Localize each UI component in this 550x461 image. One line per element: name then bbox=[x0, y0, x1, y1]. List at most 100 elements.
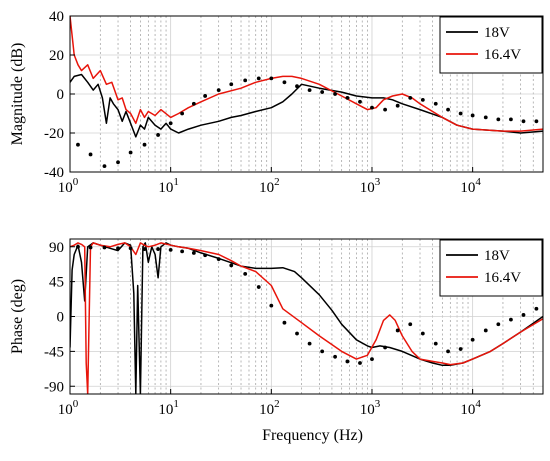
y-axis-label: Phase (deg) bbox=[9, 279, 26, 354]
data-point bbox=[534, 119, 539, 124]
x-tick-label: 103 bbox=[360, 398, 381, 418]
data-point bbox=[243, 78, 248, 83]
data-point bbox=[534, 306, 539, 311]
data-point bbox=[191, 101, 196, 106]
x-tick-label: 100 bbox=[58, 176, 79, 196]
data-point bbox=[168, 121, 173, 126]
plot-area bbox=[70, 242, 543, 394]
data-point bbox=[470, 113, 475, 118]
data-point bbox=[333, 92, 337, 96]
legend-label: 18V bbox=[484, 248, 510, 264]
y-tick-label: -40 bbox=[44, 165, 64, 181]
data-point bbox=[156, 133, 160, 137]
data-point bbox=[191, 251, 196, 255]
data-point bbox=[509, 317, 513, 322]
data-point bbox=[203, 253, 208, 258]
series-line-16.4V bbox=[70, 242, 543, 394]
data-point bbox=[446, 107, 450, 112]
data-point bbox=[483, 328, 488, 333]
data-point bbox=[521, 313, 526, 317]
data-point bbox=[320, 90, 325, 94]
legend-label: 18V bbox=[484, 25, 510, 41]
data-point bbox=[358, 99, 362, 104]
data-point bbox=[395, 103, 400, 108]
phase-plot: 100 101 102 103 104 -90 -45 0 45 90 Phase (deg) Fre… bbox=[9, 238, 544, 444]
legend-label: 16.4V bbox=[484, 270, 521, 286]
data-point bbox=[216, 257, 221, 262]
data-point bbox=[446, 349, 450, 354]
y-tick-label: -20 bbox=[44, 126, 64, 142]
data-point bbox=[282, 80, 287, 85]
y-tick-label: 90 bbox=[49, 240, 64, 256]
data-point bbox=[180, 111, 185, 116]
data-point bbox=[282, 320, 287, 325]
data-point bbox=[295, 331, 299, 336]
data-point bbox=[269, 303, 274, 308]
data-point bbox=[496, 117, 501, 122]
data-point bbox=[433, 101, 438, 106]
data-point bbox=[243, 271, 248, 276]
data-point bbox=[142, 142, 147, 147]
data-point bbox=[216, 88, 221, 92]
data-point bbox=[229, 82, 234, 87]
data-point bbox=[102, 164, 107, 169]
data-point bbox=[408, 96, 413, 100]
data-point bbox=[420, 331, 425, 336]
x-tick-label: 100 bbox=[58, 398, 79, 418]
legend: 18V 16.4V bbox=[439, 16, 543, 74]
y-tick-label: 40 bbox=[49, 9, 64, 25]
data-point bbox=[509, 117, 513, 122]
x-tick-label: 101 bbox=[158, 176, 179, 196]
x-tick-label: 104 bbox=[460, 176, 481, 196]
data-point bbox=[156, 247, 160, 251]
data-point bbox=[256, 285, 261, 289]
data-point bbox=[307, 341, 312, 346]
x-tick-label: 102 bbox=[259, 176, 280, 196]
data-point bbox=[229, 263, 234, 268]
series-line-18V bbox=[70, 73, 543, 138]
data-point bbox=[383, 107, 388, 112]
y-tick-label: 0 bbox=[57, 87, 65, 103]
data-point bbox=[76, 142, 80, 147]
x-tick-label: 104 bbox=[460, 398, 481, 418]
x-tick-label: 102 bbox=[259, 398, 280, 418]
y-axis-label: Magnitude (dB) bbox=[9, 43, 26, 146]
data-point bbox=[408, 322, 413, 327]
legend: 18V 16.4V bbox=[439, 239, 543, 297]
y-tick-label: 0 bbox=[57, 310, 65, 326]
data-point bbox=[180, 249, 185, 254]
data-point bbox=[395, 328, 400, 333]
magnitude-plot: 100 101 102 103 104 -40 -20 0 20 40 Magnitude (dB)… bbox=[9, 9, 544, 196]
data-point bbox=[420, 97, 425, 102]
data-point bbox=[295, 84, 299, 89]
data-point bbox=[88, 152, 93, 157]
data-point bbox=[370, 357, 374, 362]
data-point bbox=[470, 337, 475, 342]
x-axis-label: Frequency (Hz) bbox=[262, 427, 363, 444]
data-point bbox=[458, 111, 463, 116]
data-point bbox=[496, 322, 501, 327]
data-point bbox=[333, 354, 337, 359]
data-point bbox=[128, 246, 133, 251]
y-tick-label: -90 bbox=[44, 379, 64, 395]
data-point bbox=[433, 341, 438, 346]
data-point bbox=[256, 76, 261, 81]
data-point bbox=[320, 349, 325, 354]
data-point bbox=[128, 150, 133, 155]
data-point bbox=[269, 76, 274, 81]
data-point bbox=[116, 246, 120, 251]
data-point bbox=[102, 245, 107, 250]
legend-box bbox=[439, 16, 543, 74]
data-point bbox=[203, 94, 208, 98]
data-point bbox=[345, 96, 350, 100]
data-point bbox=[345, 359, 350, 364]
data-point bbox=[307, 88, 312, 92]
data-point bbox=[458, 347, 463, 351]
legend-label: 16.4V bbox=[484, 47, 521, 63]
legend-box bbox=[439, 239, 543, 297]
data-point bbox=[358, 361, 362, 365]
series-line-16.4V bbox=[70, 16, 543, 132]
data-point bbox=[116, 160, 120, 165]
data-point bbox=[383, 345, 388, 350]
